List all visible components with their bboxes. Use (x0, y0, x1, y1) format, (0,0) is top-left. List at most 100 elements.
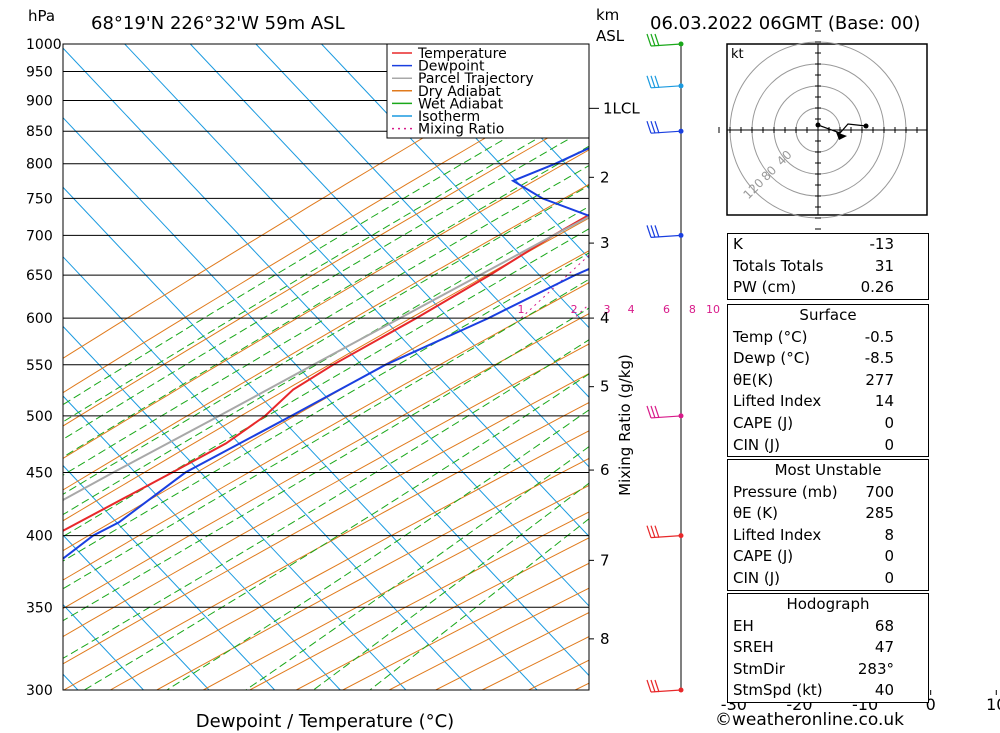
pressure-tick-label: 300 (26, 683, 53, 699)
surface-thetae-value: 277 (865, 370, 894, 389)
pressure-tick-label: 650 (26, 268, 53, 284)
wind-barb-staff (650, 130, 682, 134)
km-tick-label: 8 (600, 630, 610, 648)
isotherm-line (321, 44, 589, 329)
mixing-ratio-label: 3 (603, 303, 610, 316)
pw-value: 0.26 (860, 278, 894, 297)
pressure-tick-label: 850 (26, 124, 53, 140)
pressure-tick-label: 600 (26, 311, 53, 327)
mixing-ratio-label: 1 (517, 303, 524, 316)
isotherm-line (452, 44, 589, 190)
surface-temp-value: -0.5 (864, 327, 894, 346)
sreh-value: 47 (874, 638, 894, 657)
hodograph-point (863, 123, 869, 129)
wet-adiabat-line (63, 228, 589, 538)
legend-label: Mixing Ratio (418, 122, 504, 138)
hodograph-unit: kt (731, 47, 744, 62)
stmspd-value: 40 (874, 681, 894, 700)
wet-adiabat-line (166, 409, 589, 690)
wet-adiabat-line (245, 445, 589, 690)
pressure-tick-label: 700 (26, 228, 53, 244)
wind-barb-feather (654, 33, 660, 47)
mu-pressure-value: 700 (865, 482, 894, 501)
mu-thetae-label: θE (K) (733, 504, 778, 523)
sreh-label: SREH (733, 638, 774, 657)
pressure-tick-label: 500 (26, 409, 53, 425)
isotherm-line (63, 603, 144, 690)
isotherm-line (63, 325, 407, 690)
legend-label: Parcel Trajectory (418, 71, 534, 87)
dry-adiabat-line (63, 183, 589, 491)
isotherm-line (63, 186, 538, 690)
dry-adiabat-line (63, 77, 589, 394)
mu-pressure-label: Pressure (mb) (733, 482, 838, 501)
isotherm-line (255, 44, 589, 398)
wind-barb-feather (646, 121, 652, 134)
wind-barb-staff (650, 689, 682, 693)
x-axis-title: Dewpoint / Temperature (°C) (196, 711, 454, 732)
dry-adiabat-line (249, 511, 589, 690)
wind-barb-feather (650, 33, 656, 47)
stmdir-value: 283° (857, 659, 894, 678)
x-tick-label: 0 (926, 695, 936, 714)
wind-barb-feather (654, 75, 660, 89)
km-tick-label: 3 (600, 234, 610, 252)
km-label: km (596, 6, 619, 24)
wet-adiabat-line (63, 184, 589, 495)
k-index-label: K (733, 235, 743, 253)
wind-barb-feather (646, 525, 652, 538)
surface-dewp-label: Dewp (°C) (733, 349, 811, 368)
stmspd-label: StmSpd (kt) (733, 681, 823, 700)
credit-text: ©weatheronline.co.uk (715, 710, 905, 730)
wind-barb-feather (650, 225, 656, 238)
isotherm-line (63, 395, 341, 690)
axes: 1234681016202530035040045050055060065070… (26, 37, 1000, 714)
legend-label: Dewpoint (418, 59, 485, 75)
wind-barb-feather (654, 525, 660, 538)
dry-adiabat-line (63, 373, 589, 665)
surface-thetae-label: θE(K) (733, 370, 774, 389)
dry-adiabat-line (63, 401, 589, 690)
datetime-title: 06.03.2022 06GMT (Base: 00) (650, 13, 920, 34)
surface-cin-label: CIN (J) (733, 435, 781, 454)
mixing-ratio-label: 2 (571, 303, 578, 316)
wind-barb-feather (654, 121, 660, 134)
wind-barb-staff (650, 43, 682, 47)
mu-li-label: Lifted Index (733, 525, 822, 544)
wind-barb-feather (650, 525, 656, 538)
hodograph-trace (817, 123, 867, 134)
mu-li-value: 8 (884, 525, 894, 544)
hpa-label: hPa (28, 7, 55, 25)
wind-barb-feather (650, 679, 656, 693)
eh-value: 68 (874, 616, 894, 635)
x-tick-label: 10 (986, 695, 1000, 714)
mixing-ratio-label: 10 (706, 303, 720, 316)
wind-barb-feather (650, 405, 656, 419)
wind-barb-feather (646, 405, 652, 419)
wet-adiabat-line (63, 278, 589, 590)
isotherm-line (63, 256, 472, 690)
most-unstable-table: Most Unstable Pressure (mb) 700 θE (K) 285… (727, 459, 929, 591)
surface-cin-value: 0 (884, 435, 894, 454)
dry-adiabat-line (110, 430, 589, 690)
mu-cin-value: 0 (884, 568, 894, 587)
indices-table-top: K -13 Totals Totals 31 PW (cm) 0.26 (727, 233, 929, 300)
isotherm-line (189, 44, 589, 468)
pw-label: PW (cm) (733, 278, 797, 297)
wet-adiabat-line (63, 164, 589, 476)
dry-adiabat-line (63, 282, 589, 581)
dry-adiabat-line (63, 313, 589, 610)
surface-cape-value: 0 (884, 413, 894, 432)
wind-barb-staff (650, 234, 682, 238)
surface-dewp-value: -8.5 (864, 349, 894, 368)
wind-barb-feather (646, 75, 652, 89)
km-tick-label: 5 (600, 378, 610, 396)
pressure-tick-label: 450 (26, 465, 53, 481)
wind-barb-feather (654, 679, 660, 693)
pressure-tick-label: 750 (26, 191, 53, 207)
wind-barb-feather (650, 75, 656, 89)
pressure-tick-label: 400 (26, 529, 53, 545)
wind-barb-feather (646, 33, 652, 47)
asl-label: ASL (596, 27, 625, 45)
mu-thetae-value: 285 (865, 504, 894, 523)
